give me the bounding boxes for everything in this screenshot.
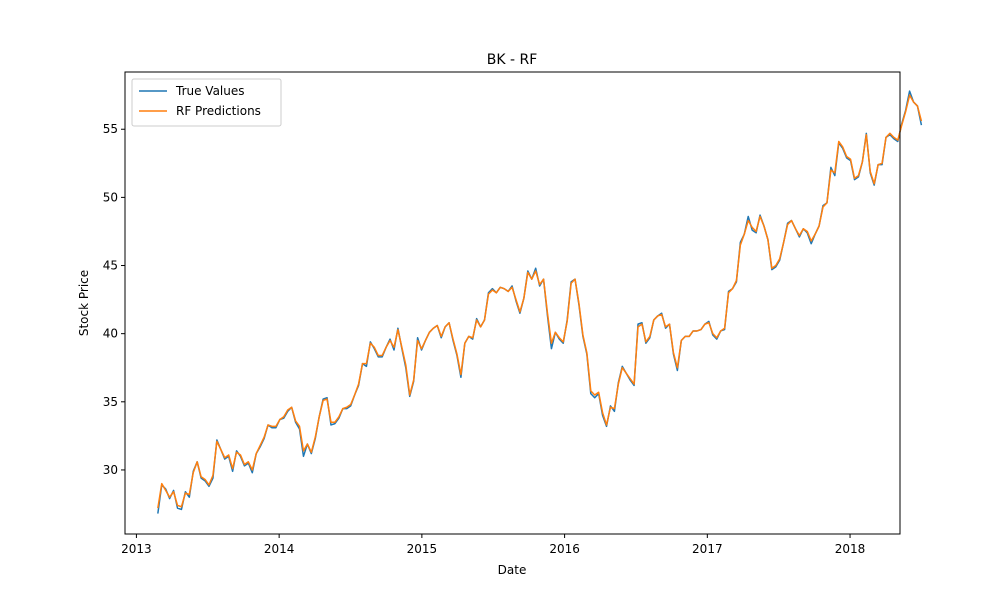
- legend-label-rf-predictions: RF Predictions: [176, 104, 261, 118]
- series-line-rf-predictions: [157, 94, 923, 509]
- x-tick-label: 2017: [692, 542, 723, 556]
- y-axis: 30 35 40 45 50 55: [103, 122, 125, 477]
- y-tick-label: 30: [103, 463, 118, 477]
- legend-label-true-values: True Values: [175, 84, 245, 98]
- x-tick-label: 2016: [549, 542, 580, 556]
- y-tick-label: 55: [103, 122, 118, 136]
- y-tick-label: 40: [103, 327, 118, 341]
- y-tick-label: 50: [103, 190, 118, 204]
- plot-frame: [124, 71, 901, 535]
- x-axis: 2013 2014 2015 2016 2017 2018: [121, 534, 865, 556]
- x-tick-label: 2013: [121, 542, 152, 556]
- chart-title: BK - RF: [487, 52, 538, 68]
- x-tick-label: 2015: [407, 542, 438, 556]
- x-tick-label: 2018: [835, 542, 866, 556]
- legend-frame: [131, 78, 282, 127]
- series-line-true-values: [157, 90, 923, 514]
- legend: True Values RF Predictions: [131, 78, 282, 127]
- y-tick-label: 45: [103, 259, 118, 273]
- y-tick-label: 35: [103, 395, 118, 409]
- x-tick-label: 2014: [264, 542, 295, 556]
- x-axis-label: Date: [498, 563, 527, 577]
- series-layer: [157, 90, 923, 514]
- y-axis-label: Stock Price: [77, 270, 91, 336]
